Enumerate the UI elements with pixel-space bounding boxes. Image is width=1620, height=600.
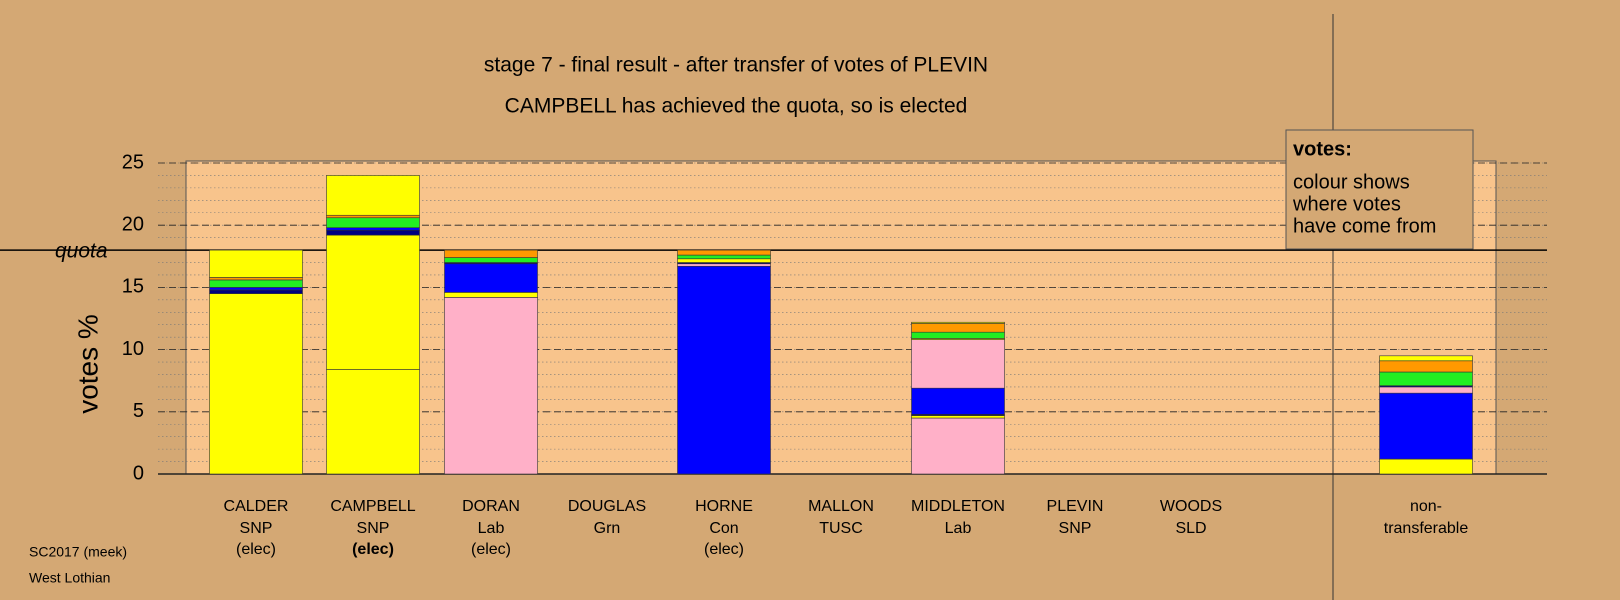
legend-text: colour shows (1293, 171, 1410, 193)
footer-text: West Lothian (29, 570, 110, 586)
legend-text: have come from (1293, 215, 1436, 237)
bar-segment (911, 331, 1005, 339)
bar-segment (326, 229, 420, 236)
y-tick-label: 20 (122, 213, 144, 235)
bar-segment (209, 287, 303, 291)
x-tick-label: MALLON (808, 498, 874, 515)
party-label: TUSC (819, 520, 863, 537)
quota-label: quota (55, 240, 108, 263)
bar-segment (326, 175, 420, 216)
bar-segment (444, 292, 538, 298)
bar-segment (209, 277, 303, 281)
bar-segment (1379, 458, 1473, 475)
bar-segment (444, 263, 538, 293)
bar-segment (911, 339, 1005, 389)
bar-segment (1379, 355, 1473, 362)
legend-box (1285, 129, 1474, 250)
bar-segment (677, 254, 771, 260)
bar-segment (444, 257, 538, 263)
x-tick-label: DORAN (462, 498, 520, 515)
party-label: SNP (240, 520, 273, 537)
x-tick-label: PLEVIN (1047, 498, 1104, 515)
legend-title: votes: (1293, 138, 1352, 160)
bar-segment (677, 249, 771, 256)
bar-segment (911, 323, 1005, 333)
bar-segment (911, 415, 1005, 419)
bar-segment (1379, 386, 1473, 394)
x-tick-label: CAMPBELL (330, 498, 415, 515)
status-label: (elec) (471, 541, 511, 558)
bar-segment (911, 387, 1005, 415)
x-tick-label: non- (1410, 498, 1442, 515)
party-label: Con (709, 520, 738, 537)
bar-segment (677, 258, 771, 263)
bar-segment (209, 279, 303, 288)
labels: 0 5 10 15 20 25 quota CALDER SNP (elec) CAMPBELL SN… (55, 151, 1468, 558)
bar-segment (444, 249, 538, 258)
chart-subtitle: CAMPBELL has achieved the quota, so is e… (505, 95, 968, 118)
legend-text: where votes (1292, 193, 1401, 215)
bars (209, 175, 1473, 475)
party-label: SNP (357, 520, 390, 537)
party-label: Lab (478, 520, 505, 537)
y-axis-label: votes % (72, 314, 103, 414)
bar-segment (326, 369, 420, 475)
y-tick-label: 25 (122, 151, 144, 173)
bar-segment (326, 217, 420, 228)
bar-segment (911, 321, 1005, 324)
bar-segment (677, 263, 771, 267)
bar-segment (209, 249, 303, 278)
party-label: SLD (1175, 520, 1206, 537)
chart-title: stage 7 - final result - after transfer … (484, 54, 988, 77)
bar-segment (209, 293, 303, 475)
bar-segment (677, 265, 771, 475)
bar-segment (1379, 392, 1473, 460)
bar-segment (1379, 360, 1473, 373)
bar-segment (209, 289, 303, 294)
x-tick-label: HORNE (695, 498, 753, 515)
status-label: (elec) (704, 541, 744, 558)
y-tick-label: 10 (122, 338, 144, 360)
x-tick-label: MIDDLETON (911, 498, 1005, 515)
y-tick-label: 5 (133, 400, 144, 422)
x-tick-label: WOODS (1160, 498, 1222, 515)
bar-segment (911, 417, 1005, 475)
footer: SC2017 (meek) West Lothian (29, 544, 127, 586)
y-tick-label: 0 (133, 462, 144, 484)
footer-text: SC2017 (meek) (29, 544, 127, 560)
party-label: Lab (945, 520, 972, 537)
bar-segment (326, 234, 420, 370)
x-tick-label: DOUGLAS (568, 498, 646, 515)
x-tick-label: CALDER (224, 498, 289, 515)
bar-segment (326, 214, 420, 219)
bar-segment (444, 297, 538, 475)
bar-segment (326, 227, 420, 231)
party-label: SNP (1059, 520, 1092, 537)
status-label: (elec) (236, 541, 276, 558)
y-tick-label: 15 (122, 276, 144, 298)
party-label: transferable (1384, 520, 1469, 537)
bar-segment (1379, 371, 1473, 386)
party-label: Grn (594, 520, 621, 537)
status-label: (elec) (352, 541, 394, 558)
